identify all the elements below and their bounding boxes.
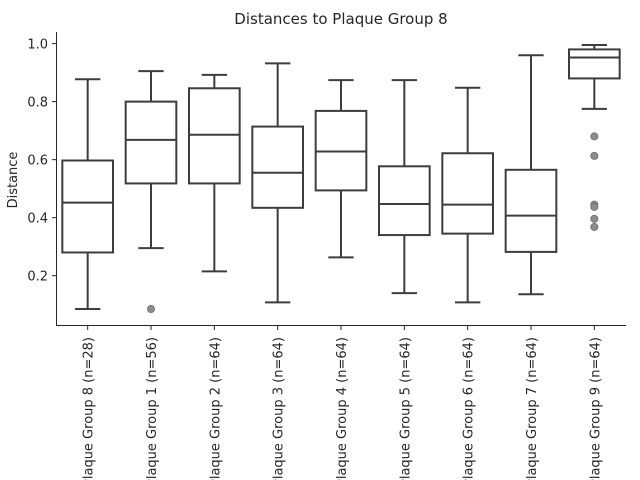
outlier-point [590,222,599,231]
outlier-point [146,305,155,314]
outlier-point [590,214,599,223]
x-tick-label: Plaque Group 7 (n=64) [525,337,540,480]
chart-title: Distances to Plaque Group 8 [234,10,447,28]
x-tick-label: Plaque Group 6 (n=64) [462,337,477,480]
x-tick-label: Plaque Group 8 (n=28) [82,337,97,480]
box-iqr [378,165,431,237]
box-iqr [124,100,178,185]
box-iqr [188,87,241,185]
box-iqr [61,159,114,254]
outlier-point [590,151,599,160]
box-iqr [568,48,621,80]
plot-area: 0.2 0.4 0.6 0.8 1.0 Plaque Group 8 (n=28) Plaq… [27,38,621,480]
x-tick-label: Plaque Group 2 (n=64) [208,337,223,480]
x-tick-label: Plaque Group 5 (n=64) [398,337,413,480]
x-tick-label: Plaque Group 4 (n=64) [335,337,350,480]
y-tick-label: 0.4 [27,212,48,227]
outlier-point [590,202,599,211]
x-tick-label: Plaque Group 1 (n=56) [145,337,160,480]
y-tick-label: 0.6 [27,154,48,169]
box-iqr [504,168,558,253]
box-iqr [251,125,304,209]
y-axis-label: Distance [6,152,21,209]
y-tick-label: 1.0 [27,38,48,53]
y-tick-label: 0.8 [27,96,48,111]
x-tick-label: Plaque Group 9 (n=64) [588,337,603,480]
outlier-point [590,132,599,141]
box-iqr [441,152,495,235]
x-tick-label: Plaque Group 3 (n=64) [272,337,287,480]
y-tick-label: 0.2 [27,270,48,285]
